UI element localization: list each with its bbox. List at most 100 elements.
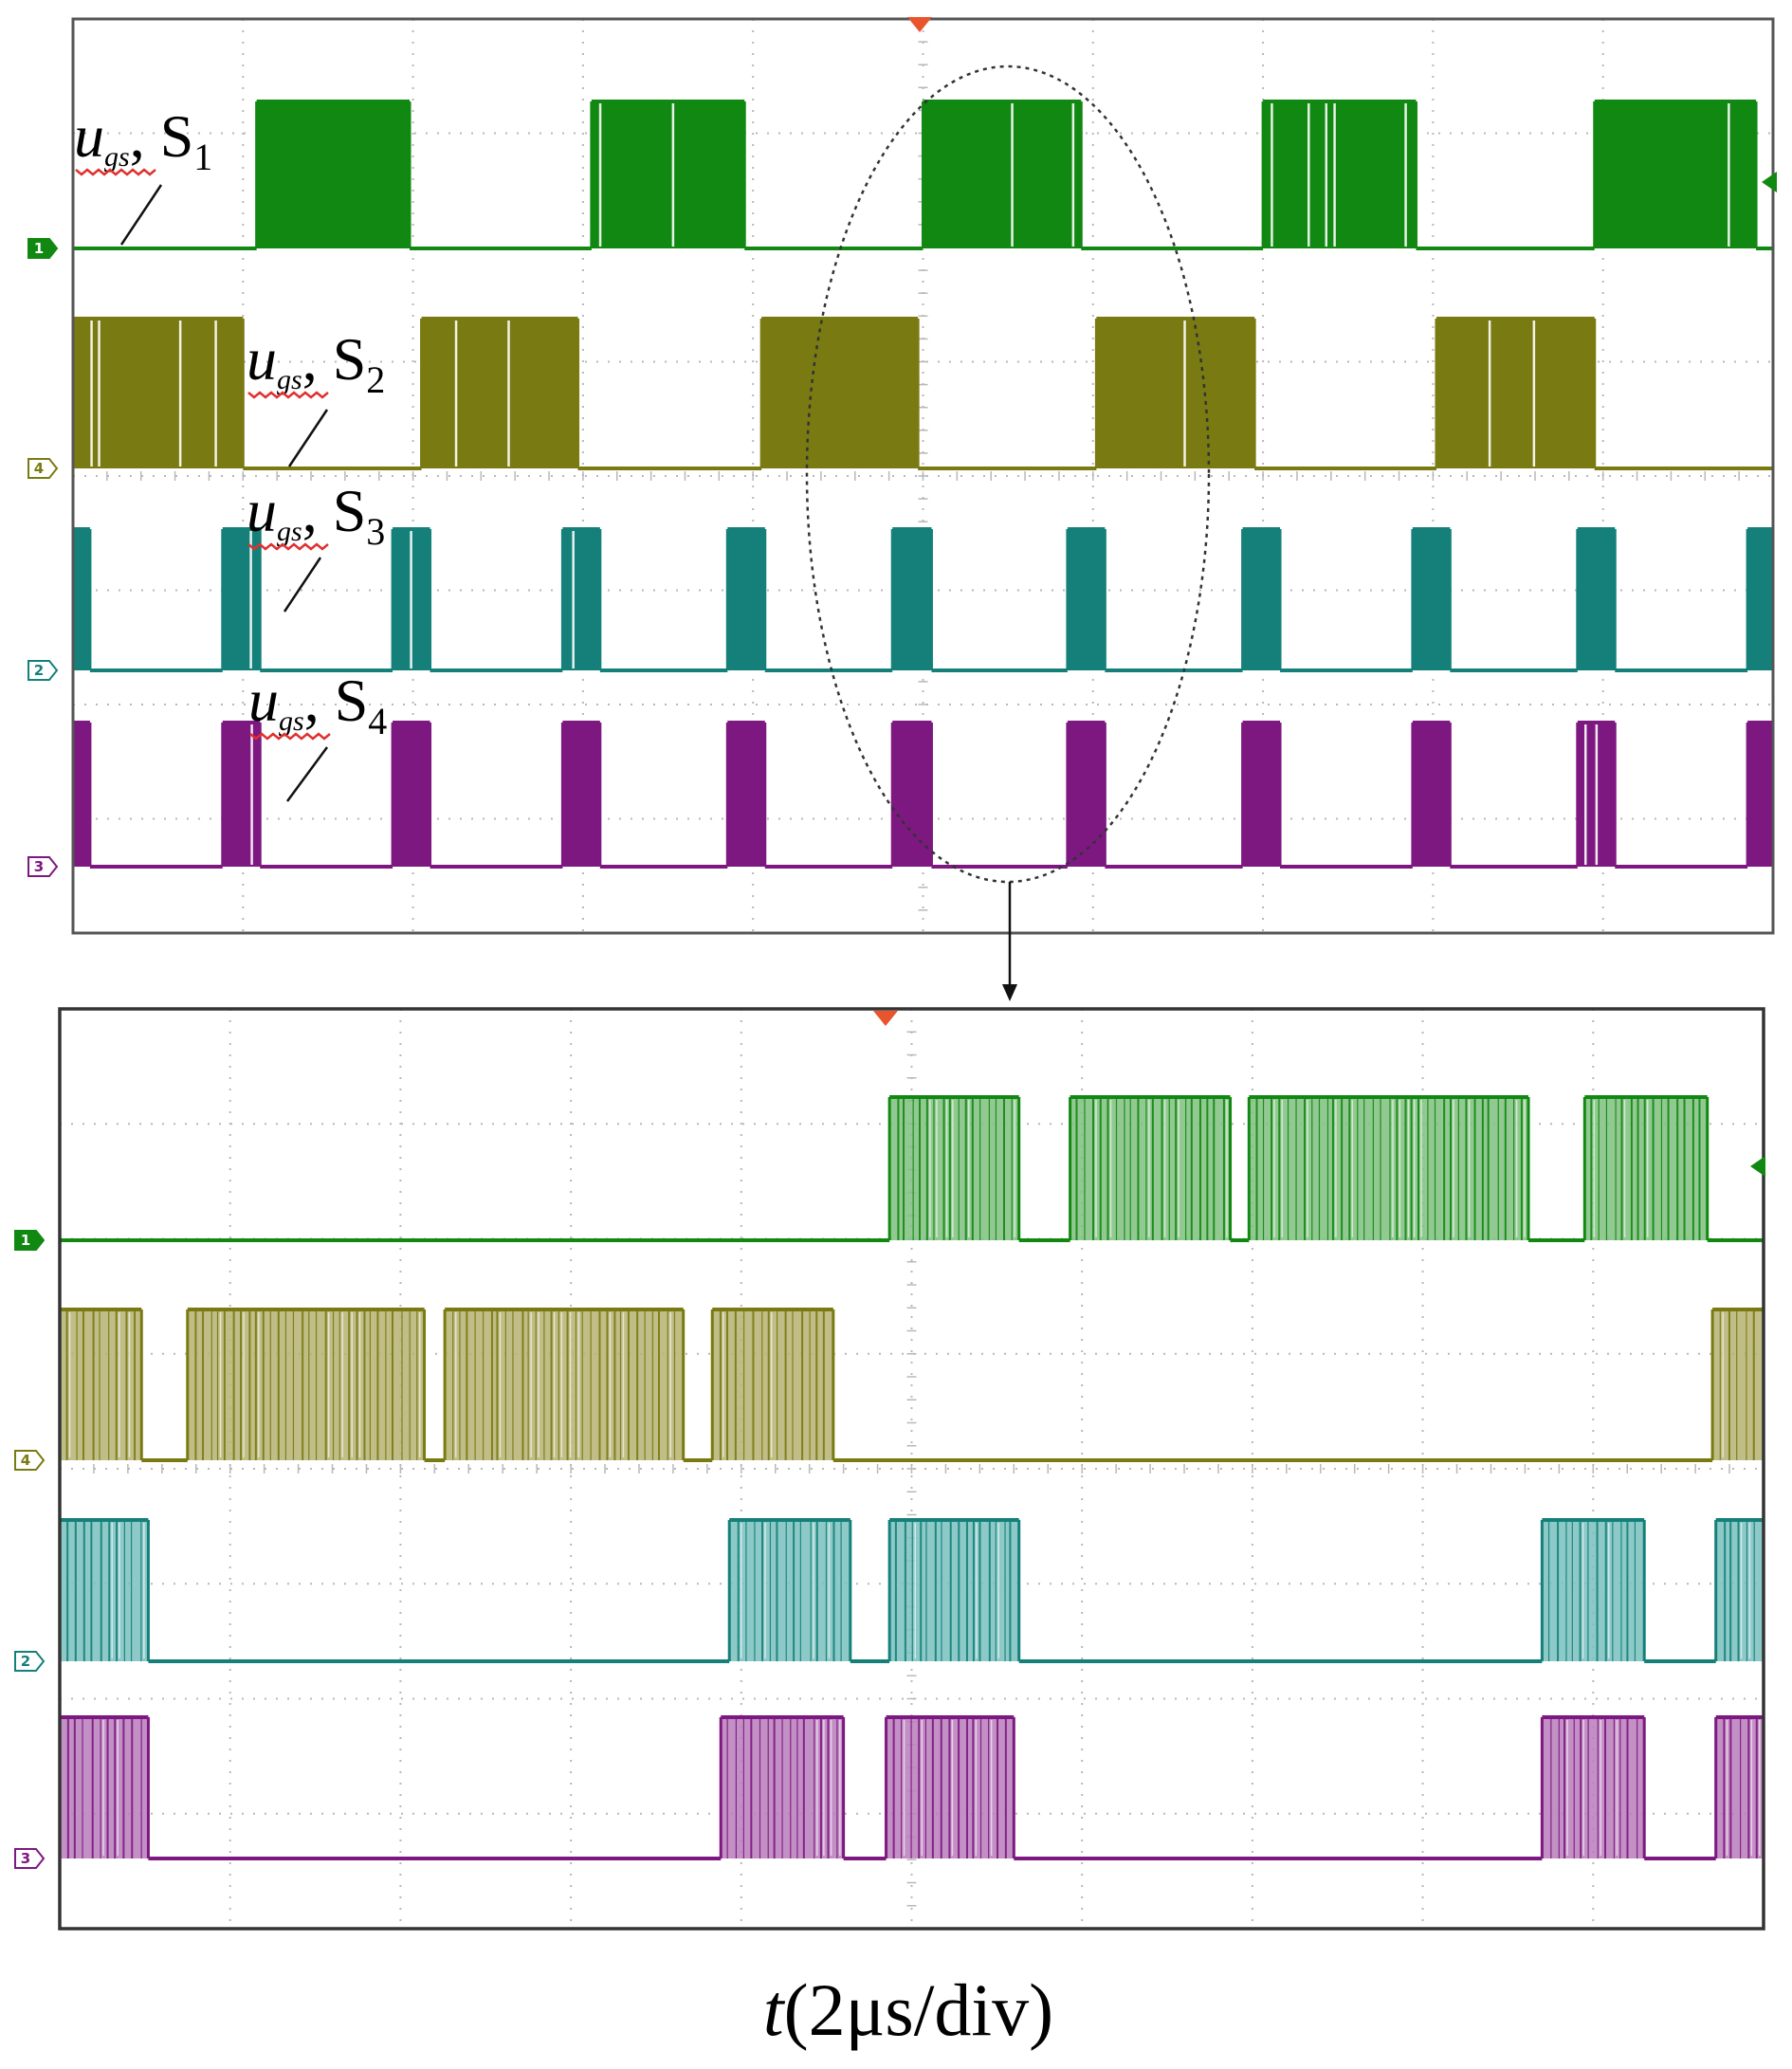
- trace-channel-1: [73, 100, 1773, 250]
- channel-badge-shape: [27, 458, 59, 479]
- channel-badge-2: 2: [14, 1651, 46, 1672]
- trace-pulse-block: [391, 721, 432, 867]
- trace-pulse-block: [885, 1715, 1015, 1858]
- x-axis-label: t(2μs/div): [763, 1968, 1053, 2051]
- trace-pulse-fill: [1263, 101, 1417, 248]
- trace-pulse-block: [443, 1308, 686, 1460]
- trace-pulse-fill: [393, 723, 430, 867]
- trace-label-switch: , S: [302, 477, 367, 544]
- trace-label-subscript: gs: [277, 516, 302, 547]
- trace-pulse-fill: [892, 723, 932, 867]
- spellcheck-squiggle: [249, 732, 331, 741]
- trace-label-leader: [285, 746, 329, 802]
- trace-label-index: 3: [366, 510, 385, 553]
- trace-pulse-fill: [1584, 1097, 1708, 1240]
- trace-pulse-block: [1241, 527, 1282, 670]
- channel-badge-shape: [27, 660, 59, 681]
- trace-label-leader: [287, 409, 329, 467]
- trace-pulse-block: [1576, 721, 1617, 867]
- trace-pulse-block: [1069, 1095, 1233, 1240]
- trace-label-variable: u: [74, 102, 104, 170]
- trace-pulse-fill: [1242, 529, 1281, 670]
- trace-label-leader: [119, 184, 163, 246]
- trace-label-index: 1: [193, 136, 212, 178]
- overview-traces: [71, 100, 1775, 869]
- channel-badge-shape: [27, 238, 59, 259]
- x-axis-label-variable: t: [763, 1968, 786, 2051]
- zoomed-trigger-marker: [873, 1011, 898, 1026]
- trace-pulse-fill: [889, 1520, 1019, 1661]
- trace-pulse-block: [1746, 527, 1775, 670]
- trace-pulse-fill: [1712, 1309, 1764, 1460]
- overview-grid: [72, 18, 1774, 934]
- trace-pulse-block: [255, 100, 411, 248]
- trace-pulse-block: [560, 527, 602, 670]
- trace-pulse-block: [391, 527, 432, 670]
- trace-label-s3: ugs, S3: [247, 477, 385, 613]
- trace-pulse-fill: [1067, 723, 1106, 867]
- trace-pulse-fill: [1412, 723, 1451, 867]
- trace-pulse-fill: [1747, 723, 1773, 867]
- trace-pulse-block: [1066, 721, 1106, 867]
- trace-pulse-fill: [1070, 1097, 1231, 1240]
- trace-label-s2: ugs, S2: [247, 325, 385, 467]
- trace-pulse-fill: [73, 723, 90, 867]
- overview-level-marker: [1762, 172, 1777, 192]
- channel-badge-4: 4: [27, 458, 59, 479]
- trace-label-variable: u: [247, 325, 277, 393]
- trace-pulse-block: [221, 721, 262, 867]
- channel-badge-1: 1: [14, 1230, 46, 1251]
- channel-badge-shape: [14, 1230, 46, 1251]
- trace-pulse-fill: [562, 723, 600, 867]
- trace-pulse-block: [1540, 1715, 1646, 1858]
- trace-pulse-block: [590, 100, 746, 248]
- overview-trigger-marker: [907, 17, 932, 32]
- spellcheck-squiggle: [75, 168, 156, 176]
- trace-pulse-fill: [1067, 529, 1106, 670]
- trace-pulse-block: [1593, 100, 1758, 248]
- trace-pulse-block: [71, 527, 92, 670]
- trace-pulse-block: [1411, 527, 1452, 670]
- trace-pulse-block: [1066, 527, 1106, 670]
- trace-pulse-fill: [1096, 319, 1255, 468]
- trace-channel-4: [58, 1308, 1765, 1462]
- trace-pulse-fill: [1242, 723, 1281, 867]
- channel-badge-4: 4: [14, 1450, 46, 1471]
- channel-badge-shape: [14, 1450, 46, 1471]
- trace-channel-3: [58, 1715, 1765, 1860]
- overview-channel-badges: 1 4 2 3: [27, 238, 59, 877]
- trace-pulse-fill: [727, 529, 765, 670]
- trace-pulse-block: [1582, 1095, 1710, 1240]
- channel-badge-number: 2: [34, 662, 44, 679]
- trace-pulse-block: [1540, 1518, 1646, 1661]
- trace-label-text: ugs, S1: [74, 102, 212, 178]
- trace-pulse-block: [1247, 1095, 1530, 1240]
- trace-pulse-fill: [73, 529, 90, 670]
- trace-label-text: ugs, S4: [248, 667, 387, 742]
- trace-pulse-block: [890, 527, 933, 670]
- x-axis-label-units: (2μs/div): [784, 1968, 1053, 2051]
- trace-pulse-fill: [1715, 1520, 1764, 1661]
- zoomed-frame: [58, 1007, 1765, 1931]
- channel-badge-2: 2: [27, 660, 59, 681]
- trace-label-variable: u: [247, 477, 277, 544]
- trace-pulse-fill: [222, 723, 261, 867]
- trace-pulse-block: [560, 721, 602, 867]
- trace-pulse-block: [58, 1308, 143, 1460]
- trace-pulse-block: [1435, 317, 1597, 468]
- trace-pulse-fill: [421, 319, 578, 468]
- trace-pulse-block: [71, 317, 245, 468]
- channel-badge-3: 3: [14, 1848, 46, 1869]
- trace-pulse-fill: [892, 529, 932, 670]
- spellcheck-squiggle: [247, 542, 329, 551]
- trace-label-subscript: gs: [104, 141, 130, 173]
- trace-label-switch: , S: [130, 102, 194, 170]
- spellcheck-squiggle: [247, 391, 329, 399]
- trace-label-subscript: gs: [279, 705, 304, 737]
- trace-pulse-block: [1261, 100, 1417, 248]
- trace-pulse-block: [725, 721, 767, 867]
- channel-badge-shape: [27, 856, 59, 877]
- trace-label-variable: u: [248, 667, 279, 734]
- trace-pulse-fill: [1435, 319, 1595, 468]
